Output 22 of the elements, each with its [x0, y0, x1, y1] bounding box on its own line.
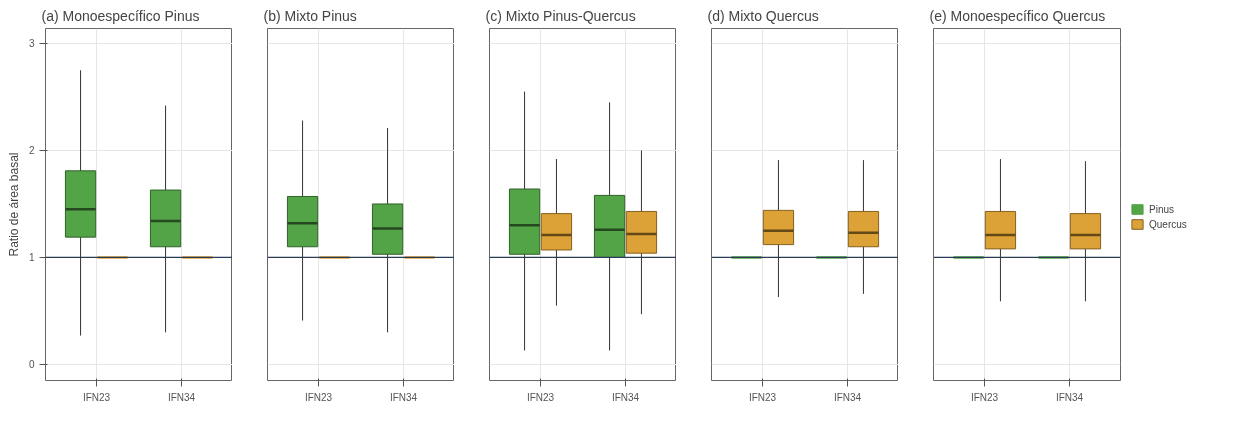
chart-title: (c) Mixto Pinus-Quercus	[485, 7, 636, 24]
x-tick-label: IFN34	[611, 391, 640, 403]
y-tick-label: 1	[28, 252, 35, 264]
x-tick-label: IFN23	[526, 391, 555, 403]
x-tick-label: IFN23	[304, 391, 333, 403]
legend-label: Quercus	[1149, 218, 1187, 230]
chart-title: (e) Monoespecífico Quercus	[929, 7, 1106, 24]
chart-title: (d) Mixto Quercus	[707, 7, 819, 24]
x-tick-label: IFN23	[748, 391, 777, 403]
chart-title: (b) Mixto Pinus	[263, 7, 357, 24]
y-axis-title: Ratio de área basal	[6, 152, 21, 257]
y-tick-label: 2	[28, 145, 35, 157]
x-tick-label: IFN23	[82, 391, 111, 403]
y-tick-label: 3	[28, 38, 35, 50]
x-tick-label: IFN34	[1055, 391, 1084, 403]
legend-label: Pinus	[1149, 203, 1175, 215]
chart-title: (a) Monoespecífico Pinus	[41, 7, 200, 24]
x-tick-label: IFN34	[167, 391, 196, 403]
y-tick-label: 0	[28, 359, 35, 371]
x-tick-label: IFN34	[389, 391, 418, 403]
x-tick-label: IFN23	[970, 391, 999, 403]
x-tick-label: IFN34	[833, 391, 862, 403]
